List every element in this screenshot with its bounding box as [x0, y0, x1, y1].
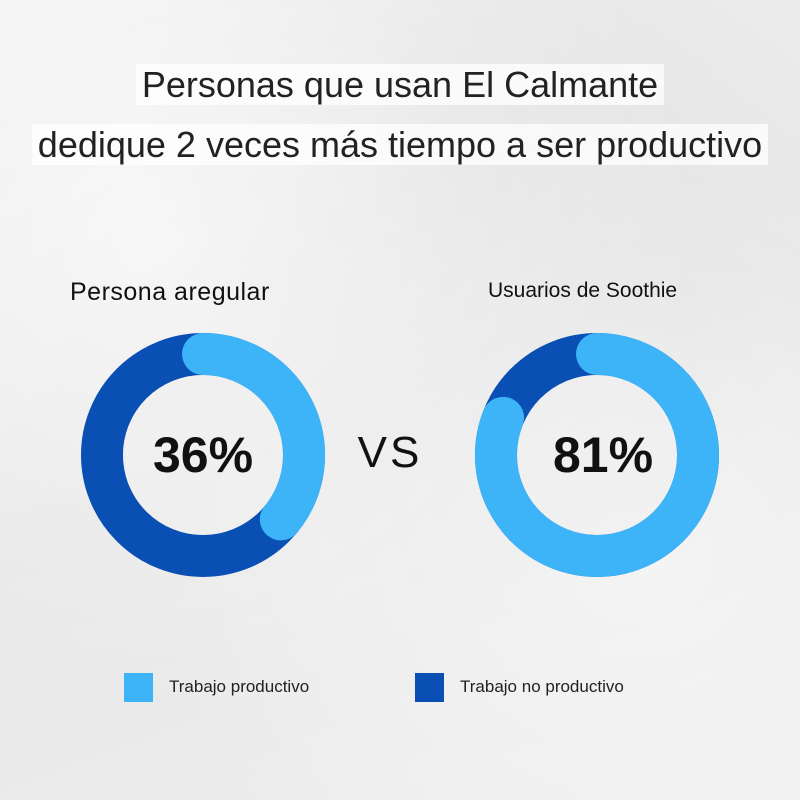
legend-label-productive: Trabajo productivo: [169, 677, 310, 696]
headline-line-1-text: Personas que usan El Calmante: [135, 64, 665, 105]
right-center-label: 81%: [553, 427, 653, 483]
donut-chart-soothie: [475, 333, 719, 577]
donut-regular-slice-productive: [182, 333, 325, 541]
legend-item-unproductive: Trabajo no productivo: [415, 672, 624, 702]
left-chart-title: Persona aregular: [70, 278, 270, 306]
legend-swatch-productive: [124, 672, 153, 702]
vs-label: VS: [358, 428, 423, 477]
right-chart-title: Usuarios de Soothie: [488, 279, 678, 302]
headline-line-2-text: dedique 2 veces más tiempo a ser product…: [31, 124, 769, 165]
donut-regular-center: [123, 375, 283, 535]
legend-swatch-unproductive: [415, 672, 444, 702]
donut-soothie-slice-productive: [475, 333, 719, 577]
left-center-label: 36%: [153, 427, 253, 483]
headline-line-2: dedique 2 veces más tiempo a ser product…: [0, 124, 800, 166]
legend-label-unproductive: Trabajo no productivo: [460, 677, 624, 696]
donut-chart-regular: [81, 333, 325, 577]
donut-soothie-center: [517, 375, 677, 535]
legend-item-productive: Trabajo productivo: [124, 672, 309, 702]
headline-line-1: Personas que usan El Calmante: [0, 64, 800, 106]
